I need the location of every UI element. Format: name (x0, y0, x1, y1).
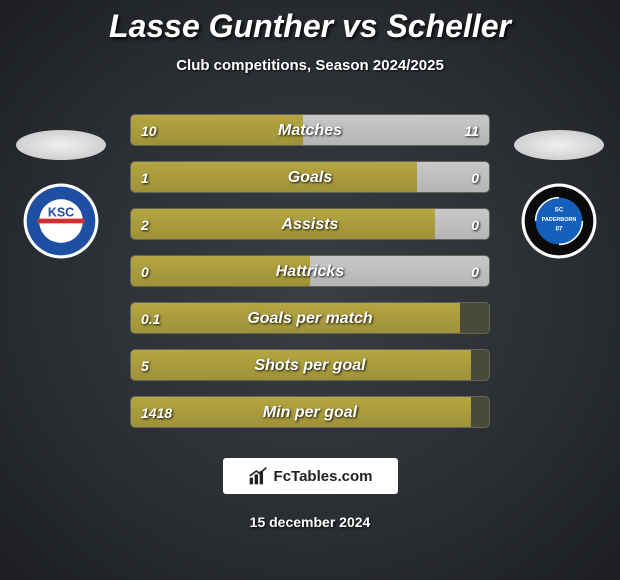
stat-row: 1Goals0 (130, 161, 490, 193)
stat-row: 5Shots per goal (130, 349, 490, 381)
stat-row: 10Matches11 (130, 114, 490, 146)
stat-row: 0Hattricks0 (130, 255, 490, 287)
stat-label: Goals per match (131, 303, 489, 334)
stat-label: Shots per goal (131, 350, 489, 381)
stat-label: Assists (131, 209, 489, 240)
svg-text:SC: SC (555, 207, 564, 214)
stat-value-right: 0 (471, 209, 479, 240)
player-photo-left (16, 130, 106, 160)
stats-bars: 10Matches111Goals02Assists00Hattricks00.… (130, 114, 490, 428)
stat-label: Hattricks (131, 256, 489, 287)
stat-row: 0.1Goals per match (130, 302, 490, 334)
stat-value-right: 0 (471, 162, 479, 193)
club-logo-right: SC PADERBORN 07 (520, 182, 598, 260)
stat-label: Matches (131, 115, 489, 146)
footer-brand-logo: FcTables.com (223, 458, 398, 494)
stat-label: Min per goal (131, 397, 489, 428)
stat-label: Goals (131, 162, 489, 193)
stat-value-right: 0 (471, 256, 479, 287)
stat-value-right: 11 (464, 115, 479, 146)
club-logo-left: KSC (22, 182, 100, 260)
player-photo-right (514, 130, 604, 160)
stat-row: 1418Min per goal (130, 396, 490, 428)
svg-text:KSC: KSC (48, 205, 74, 219)
subtitle: Club competitions, Season 2024/2025 (176, 57, 444, 74)
svg-text:PADERBORN: PADERBORN (542, 217, 577, 223)
svg-text:07: 07 (556, 225, 563, 232)
chart-icon (248, 466, 268, 486)
footer-brand-text: FcTables.com (274, 468, 373, 485)
stat-row: 2Assists0 (130, 208, 490, 240)
page-title: Lasse Gunther vs Scheller (109, 8, 511, 45)
date-text: 15 december 2024 (250, 514, 371, 530)
